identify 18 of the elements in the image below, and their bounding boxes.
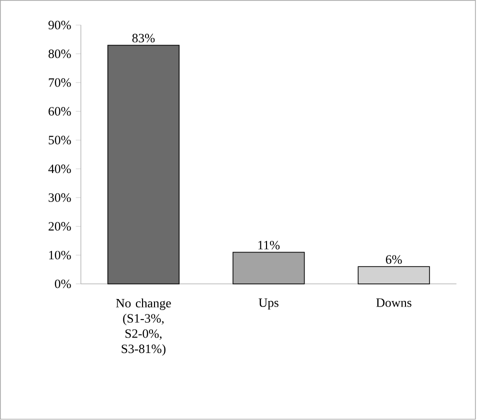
data-label: 83% — [132, 34, 155, 43]
data-label: 6% — [386, 255, 402, 264]
x-tick-label: No change (S1-3%, S2-0%, S3-81%) — [116, 298, 171, 356]
data-label: 11% — [258, 241, 280, 250]
y-tick-label: 30% — [48, 193, 71, 202]
y-tick-label: 50% — [48, 136, 71, 145]
y-tick-label: 70% — [48, 78, 71, 88]
bar — [107, 45, 180, 284]
y-tick-label: 10% — [49, 251, 71, 260]
x-tick-label: Ups — [258, 298, 278, 310]
y-tick-label: 60% — [48, 107, 71, 116]
y-tick-label: 90% — [48, 20, 71, 30]
x-tick-label: Downs — [376, 298, 412, 308]
y-tick-label: 80% — [48, 50, 71, 58]
y-tick-label: 40% — [48, 164, 71, 174]
bar — [358, 266, 430, 284]
y-tick-label: 0% — [54, 280, 71, 288]
y-tick-label: 20% — [48, 222, 71, 231]
